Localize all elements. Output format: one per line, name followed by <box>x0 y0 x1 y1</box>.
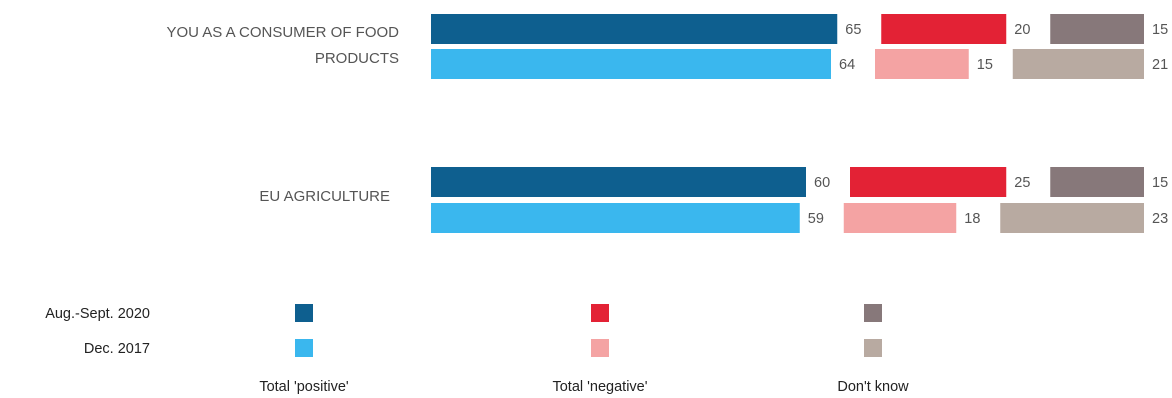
legend-period-aug-sept-2020: Aug.-Sept. 2020 <box>45 306 150 322</box>
value-label-you-as-a-consumer-of-food-products-aug-sept-2020-total-negative: 20 <box>1014 22 1030 38</box>
bar-eu-agriculture-aug-sept-2020-total-negative <box>850 167 1007 197</box>
bar-you-as-a-consumer-of-food-products-aug-sept-2020-total-positive <box>431 14 838 44</box>
value-label-you-as-a-consumer-of-food-products-aug-sept-2020-total-positive: 65 <box>845 22 861 38</box>
value-label-you-as-a-consumer-of-food-products-dec-2017-don-t-know: 21 <box>1152 57 1168 73</box>
value-label-you-as-a-consumer-of-food-products-dec-2017-total-positive: 64 <box>839 57 855 73</box>
bar-you-as-a-consumer-of-food-products-aug-sept-2020-don-t-know <box>1050 14 1144 44</box>
category-label-eu-agriculture: EU AGRICULTURE <box>259 188 390 205</box>
bar-you-as-a-consumer-of-food-products-dec-2017-total-positive <box>431 49 831 79</box>
category-label-you-as-a-consumer-of-food-products-line-1: YOU AS A CONSUMER OF FOOD <box>166 24 399 41</box>
bar-eu-agriculture-dec-2017-don-t-know <box>1000 203 1144 233</box>
value-label-eu-agriculture-dec-2017-total-negative: 18 <box>964 211 980 227</box>
category-labels: YOU AS A CONSUMER OF FOOD PRODUCTS EU AGRI… <box>166 24 399 205</box>
bar-eu-agriculture-dec-2017-total-positive <box>431 203 800 233</box>
legend-response-total-positive: Total 'positive' <box>259 379 349 395</box>
bar-eu-agriculture-dec-2017-total-negative <box>843 203 957 233</box>
legend-period-dec-2017: Dec. 2017 <box>84 341 150 357</box>
legend-swatch-total-positive-dec-2017 <box>295 339 313 357</box>
legend-swatch-total-negative-dec-2017 <box>591 339 609 357</box>
category-label-you-as-a-consumer-of-food-products-line-2: PRODUCTS <box>315 50 399 67</box>
bars <box>431 14 1144 233</box>
bar-eu-agriculture-aug-sept-2020-don-t-know <box>1050 167 1144 197</box>
value-label-eu-agriculture-aug-sept-2020-don-t-know: 15 <box>1152 175 1168 191</box>
value-label-eu-agriculture-aug-sept-2020-total-negative: 25 <box>1014 175 1030 191</box>
value-label-you-as-a-consumer-of-food-products-aug-sept-2020-don-t-know: 15 <box>1152 22 1168 38</box>
value-label-you-as-a-consumer-of-food-products-dec-2017-total-negative: 15 <box>977 57 993 73</box>
bar-you-as-a-consumer-of-food-products-dec-2017-total-negative <box>875 49 969 79</box>
bar-you-as-a-consumer-of-food-products-dec-2017-don-t-know <box>1012 49 1144 79</box>
legend: Aug.-Sept. 2020 Dec. 2017 Total 'positive'… <box>45 304 909 395</box>
legend-swatch-total-negative-aug-sept-2020 <box>591 304 609 322</box>
value-label-eu-agriculture-dec-2017-don-t-know: 23 <box>1152 211 1168 227</box>
legend-swatch-don-t-know-aug-sept-2020 <box>864 304 882 322</box>
legend-response-don-t-know: Don't know <box>837 379 909 395</box>
bar-eu-agriculture-aug-sept-2020-total-positive <box>431 167 806 197</box>
value-labels: 65 20 15 64 15 21 60 25 15 59 18 23 <box>808 22 1168 227</box>
legend-swatch-total-positive-aug-sept-2020 <box>295 304 313 322</box>
legend-response-total-negative: Total 'negative' <box>552 379 647 395</box>
legend-swatch-don-t-know-dec-2017 <box>864 339 882 357</box>
bar-you-as-a-consumer-of-food-products-aug-sept-2020-total-negative <box>881 14 1007 44</box>
value-label-eu-agriculture-aug-sept-2020-total-positive: 60 <box>814 175 830 191</box>
value-label-eu-agriculture-dec-2017-total-positive: 59 <box>808 211 824 227</box>
